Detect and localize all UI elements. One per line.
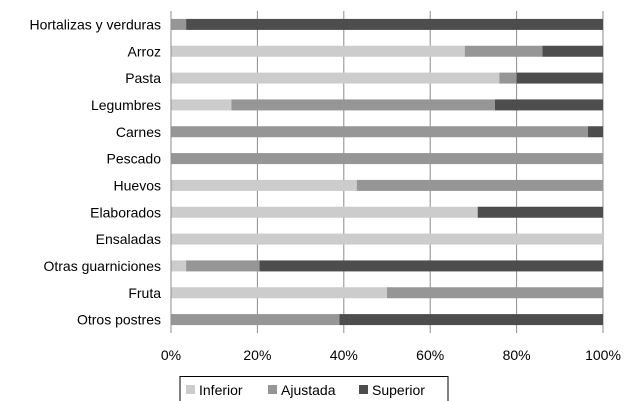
bar-segment bbox=[516, 72, 603, 84]
bar-segment bbox=[171, 45, 465, 57]
x-tick-label: 20% bbox=[243, 347, 271, 363]
x-tick-label: 100% bbox=[585, 347, 621, 363]
category-label: Legumbres bbox=[91, 97, 161, 113]
bar-segment bbox=[171, 72, 500, 84]
bar-segment bbox=[171, 153, 603, 165]
x-tick-label: 60% bbox=[416, 347, 444, 363]
bar-segment bbox=[186, 260, 260, 272]
x-tick-label: 80% bbox=[503, 347, 531, 363]
bar-segment bbox=[477, 206, 603, 218]
bar-segment bbox=[171, 233, 603, 245]
category-label: Pescado bbox=[107, 151, 162, 167]
bar-segment bbox=[171, 287, 387, 299]
legend-box bbox=[179, 376, 449, 401]
bar-segment bbox=[171, 260, 187, 272]
legend-label: Inferior bbox=[199, 382, 243, 398]
bar-segment bbox=[495, 99, 603, 111]
legend-swatch bbox=[186, 385, 195, 394]
legend-swatch bbox=[359, 385, 368, 394]
category-label: Pasta bbox=[125, 70, 161, 86]
bar-segment bbox=[171, 179, 357, 191]
bar-segment bbox=[259, 260, 603, 272]
category-label: Otros postres bbox=[77, 312, 161, 328]
bar-segment bbox=[387, 287, 603, 299]
category-label: Ensaladas bbox=[96, 231, 161, 247]
category-label: Hortalizas y verduras bbox=[30, 16, 162, 32]
x-tick-label: 40% bbox=[330, 347, 358, 363]
bar-segment bbox=[171, 126, 588, 138]
category-labels: Hortalizas y verduras Arroz Pasta Legumbres… bbox=[30, 16, 162, 327]
bar-segment bbox=[339, 314, 603, 326]
bar-segment bbox=[542, 45, 603, 57]
category-label: Carnes bbox=[116, 124, 161, 140]
bar-segment bbox=[499, 72, 517, 84]
legend-swatch bbox=[268, 385, 277, 394]
category-label: Huevos bbox=[114, 177, 161, 193]
category-label: Fruta bbox=[128, 285, 161, 301]
bar-segment bbox=[171, 99, 232, 111]
bar-segment bbox=[171, 206, 478, 218]
category-label: Otras guarniciones bbox=[43, 258, 161, 274]
bar-segment bbox=[186, 18, 603, 30]
legend-label: Ajustada bbox=[281, 382, 336, 398]
legend: Inferior Ajustada Superior bbox=[179, 376, 449, 401]
x-tick-label: 0% bbox=[161, 347, 181, 363]
bar-segment bbox=[356, 179, 603, 191]
bar-segment bbox=[171, 314, 340, 326]
gridlines bbox=[256, 11, 604, 333]
bar-segment bbox=[464, 45, 543, 57]
x-tick-labels: 0% 20% 40% 60% 80% 100% bbox=[161, 347, 621, 363]
bar-segment bbox=[587, 126, 603, 138]
legend-label: Superior bbox=[372, 382, 425, 398]
bar-segment bbox=[231, 99, 496, 111]
bars bbox=[171, 18, 603, 326]
category-label: Elaborados bbox=[90, 204, 161, 220]
bar-segment bbox=[171, 18, 187, 30]
category-label: Arroz bbox=[128, 43, 161, 59]
